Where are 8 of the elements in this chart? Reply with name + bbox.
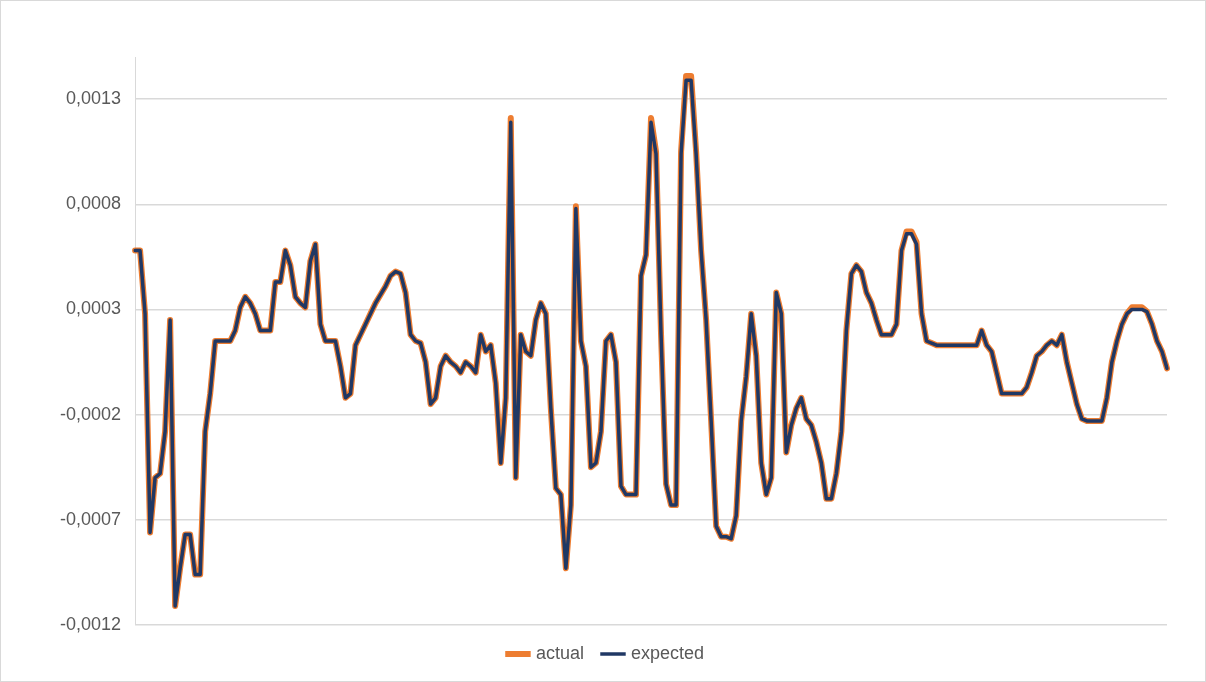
y-tick-label: -0,0012 <box>59 613 122 634</box>
y-tick-label: -0,0007 <box>59 508 122 529</box>
legend-label: expected <box>630 642 705 663</box>
y-tick-label: 0,0008 <box>65 193 122 214</box>
y-tick-label: -0,0002 <box>59 403 122 424</box>
y-tick-label: 0,0003 <box>65 298 122 319</box>
y-tick-label: 0,0013 <box>65 88 122 109</box>
legend-label: actual <box>535 642 584 663</box>
